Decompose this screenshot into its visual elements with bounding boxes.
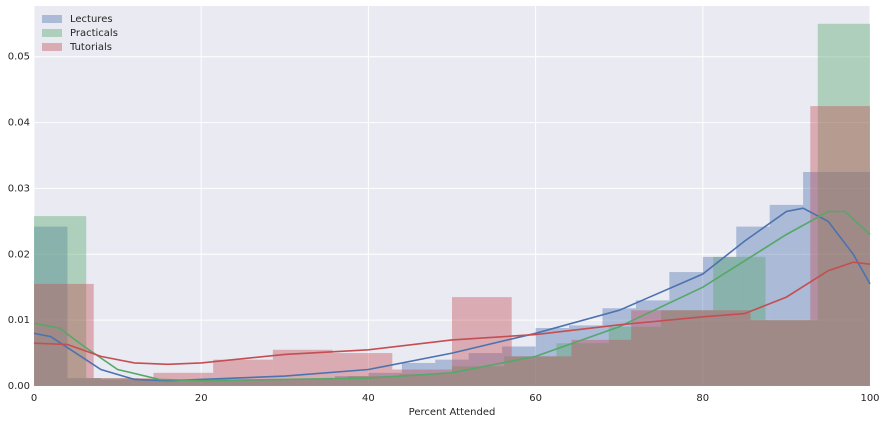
x-tick-label: 40 [362, 393, 375, 404]
histogram-bar [803, 171, 837, 386]
histogram-bar [713, 256, 766, 386]
y-tick-label: 0.02 [8, 249, 30, 260]
legend-label: Lectures [70, 14, 113, 25]
histogram-bar [535, 328, 570, 386]
histogram-bar [190, 380, 243, 386]
legend-label: Tutorials [69, 42, 112, 53]
legend-label: Practicals [70, 28, 118, 39]
histogram-bar [93, 378, 154, 386]
y-tick-label: 0.03 [8, 183, 30, 194]
histogram-bar [836, 171, 870, 386]
histogram-bar [817, 23, 870, 387]
kde-line [33, 261, 871, 366]
histogram-bar [468, 353, 503, 386]
histogram-bar [669, 272, 703, 386]
histogram-bar [86, 378, 139, 386]
histogram-bar [631, 310, 691, 386]
kde-line [33, 207, 871, 382]
plot-area [34, 6, 870, 386]
histogram-bar [334, 376, 369, 386]
histogram-bar [571, 339, 632, 386]
y-tick-label: 0.01 [8, 315, 30, 326]
y-tick-label: 0.00 [8, 381, 30, 392]
histogram-bar [569, 325, 603, 386]
histogram-bar [810, 106, 870, 386]
histogram-bar [100, 379, 135, 386]
y-tick-label: 0.04 [8, 118, 30, 129]
histogram-bar [301, 379, 335, 386]
histogram-bar [765, 320, 818, 386]
histogram-bar [399, 374, 452, 386]
histogram-bar [690, 310, 751, 386]
histogram-bar [661, 310, 714, 386]
histogram-bar [167, 380, 202, 386]
histogram-bar [67, 378, 101, 386]
y-tick-label: 0.05 [8, 52, 30, 63]
histogram-bar [234, 379, 269, 386]
histogram-bar [134, 379, 168, 386]
histogram-bar [502, 346, 536, 386]
x-tick-label: 0 [31, 393, 37, 404]
x-tick-label: 100 [860, 393, 879, 404]
histogram-bar [213, 359, 273, 386]
histogram-bar [34, 226, 68, 386]
histogram-bar [268, 379, 302, 386]
x-tick-label: 80 [696, 393, 709, 404]
legend-swatch [42, 29, 62, 37]
kde-line [33, 210, 871, 382]
histogram-bar [392, 369, 452, 386]
x-tick-label: 20 [195, 393, 208, 404]
histogram-bar [295, 379, 348, 386]
x-axis-label: Percent Attended [409, 407, 496, 418]
histogram-bar [34, 216, 87, 386]
histogram-bar [452, 366, 505, 386]
legend-swatch [42, 15, 62, 23]
legend-swatch [42, 43, 62, 51]
histogram-bar [556, 343, 609, 386]
histogram-bar [243, 379, 296, 386]
histogram-bar [635, 300, 670, 386]
histogram-bar [138, 379, 191, 386]
histogram-bar [702, 256, 737, 386]
histogram-bar [750, 320, 811, 386]
histogram-bar [608, 326, 661, 386]
x-tick-label: 60 [529, 393, 542, 404]
histogram-bar [511, 356, 572, 386]
histogram-bar [201, 380, 235, 386]
histogram-bar [347, 376, 400, 386]
